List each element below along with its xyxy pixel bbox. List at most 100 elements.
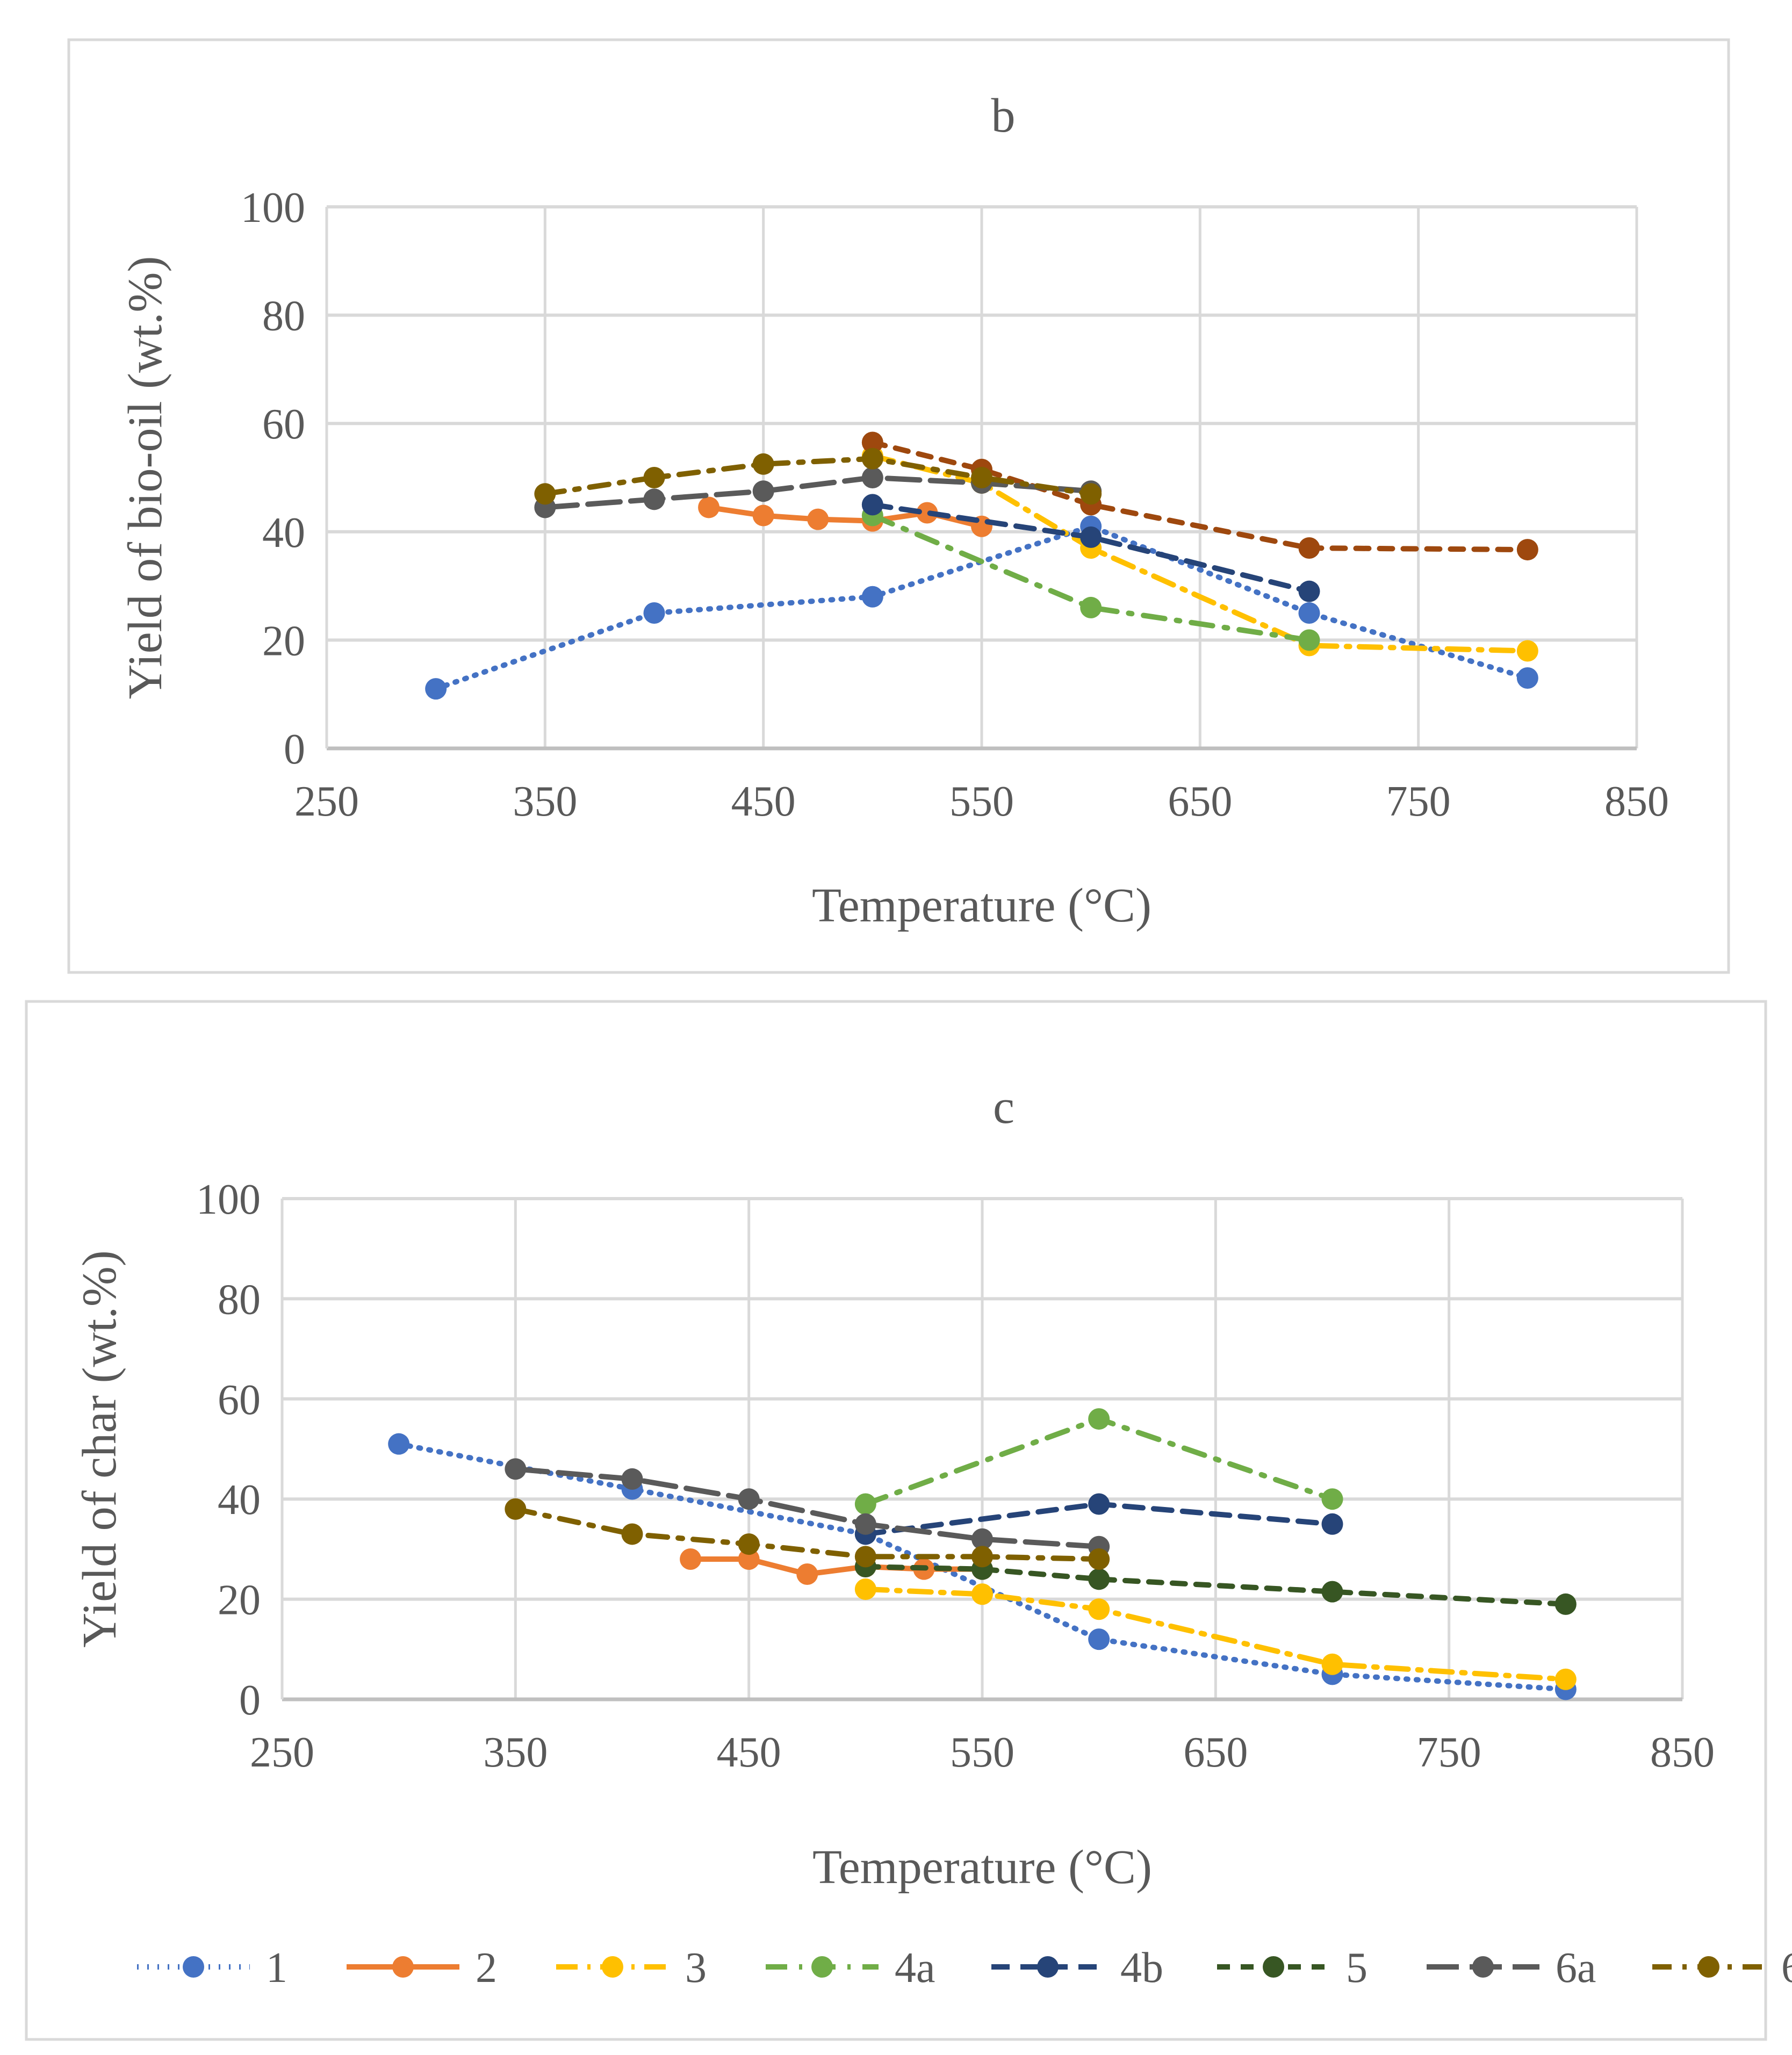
legend-item-6b: 6b [1652, 1944, 1792, 1992]
data-point [738, 1548, 760, 1570]
data-point [752, 480, 774, 502]
legend-label: 3 [685, 1944, 707, 1992]
data-point [738, 1488, 760, 1510]
data-point [1088, 1598, 1110, 1620]
data-point [971, 1583, 993, 1605]
chart-title: b [991, 89, 1016, 142]
legend-item-2: 2 [347, 1944, 497, 1992]
series-line [513, 1506, 1102, 1562]
y-tick-label: 80 [218, 1276, 261, 1323]
data-point [1298, 580, 1320, 602]
data-point [621, 1523, 643, 1545]
chart-b: 250 350 450 550 650 750 850 0 20 40 60 80 100 b Temper… [119, 89, 1669, 932]
legend-marker [811, 1956, 833, 1978]
legend-marker [1037, 1956, 1059, 1978]
data-point [698, 496, 720, 518]
data-point [1554, 1593, 1577, 1615]
legend-marker [183, 1956, 204, 1978]
x-tick-label: 350 [483, 1729, 548, 1776]
legend-marker [1698, 1956, 1719, 1978]
data-point [1554, 1668, 1577, 1690]
data-point [534, 483, 556, 505]
data-point [752, 504, 774, 527]
legend-marker [392, 1956, 414, 1978]
chart-c-frame [25, 1000, 1767, 2041]
data-point [854, 1493, 876, 1515]
y-tick-label: 0 [284, 726, 305, 773]
chart-title: c [993, 1080, 1014, 1134]
x-tick-label: 650 [1168, 778, 1232, 825]
legend-label: 4b [1120, 1944, 1163, 1992]
data-point [1298, 537, 1320, 559]
x-tick-label: 850 [1650, 1729, 1715, 1776]
data-point [643, 488, 665, 510]
series-3 [854, 1578, 1577, 1690]
y-axis-title: Yield of char (wt.%) [73, 1250, 126, 1648]
data-point [861, 586, 883, 608]
legend-item-4b: 4b [991, 1944, 1163, 1992]
series-line [542, 456, 1094, 497]
data-point [621, 1468, 643, 1490]
legend-marker [1263, 1956, 1284, 1978]
legend-marker [602, 1956, 623, 1978]
data-point [807, 508, 829, 530]
data-point [1088, 1628, 1110, 1650]
data-point [854, 1513, 876, 1535]
data-point [1088, 1493, 1110, 1515]
data-point [971, 1528, 993, 1550]
legend-item-1: 1 [137, 1944, 287, 1992]
data-point [643, 467, 665, 488]
data-point [971, 1546, 993, 1568]
data-point [861, 448, 883, 470]
legend-item-5: 5 [1217, 1944, 1368, 1992]
data-point [1088, 1408, 1110, 1430]
data-point [1080, 596, 1102, 618]
x-tick-label: 650 [1183, 1729, 1248, 1776]
x-tick-label: 250 [294, 778, 359, 825]
x-tick-label: 450 [731, 778, 796, 825]
data-point [680, 1548, 702, 1570]
y-tick-label: 20 [262, 617, 305, 665]
y-tick-label: 60 [262, 401, 305, 448]
data-point [1321, 1653, 1343, 1675]
data-point [1088, 1568, 1110, 1590]
data-point [425, 678, 447, 700]
legend-item-3: 3 [556, 1944, 707, 1992]
data-point [861, 431, 883, 453]
x-tick-label: 450 [717, 1729, 781, 1776]
data-point [752, 453, 774, 475]
data-point [861, 494, 883, 516]
data-point [1516, 539, 1538, 561]
legend: 1 2 3 4a 4b 5 6a 6b [137, 1944, 1792, 1992]
x-tick-label: 750 [1386, 778, 1451, 825]
legend-item-6a: 6a [1427, 1944, 1596, 1992]
x-tick-label: 750 [1417, 1729, 1481, 1776]
data-point [738, 1533, 760, 1555]
data-point [1080, 526, 1102, 548]
x-tick-label: 550 [950, 1729, 1014, 1776]
series-6b [505, 1498, 1110, 1570]
series-6a [505, 1458, 1110, 1558]
y-tick-label: 0 [239, 1677, 261, 1724]
data-point [1080, 483, 1102, 505]
data-point [505, 1458, 527, 1480]
data-point [854, 1546, 876, 1568]
x-tick-label: 350 [513, 778, 577, 825]
series-line [513, 1466, 1102, 1549]
data-point [1321, 1581, 1343, 1603]
data-point [916, 502, 938, 524]
legend-label: 2 [476, 1944, 497, 1992]
data-point [1298, 602, 1320, 624]
data-point [971, 467, 992, 488]
y-tick-label: 60 [218, 1376, 261, 1424]
legend-label: 6b [1781, 1944, 1792, 1992]
y-tick-label: 100 [196, 1176, 261, 1223]
x-axis-title: Temperature (°C) [812, 879, 1152, 932]
y-axis-title: Yield of bio-oil (wt.%) [119, 256, 172, 700]
legend-label: 6a [1556, 1944, 1596, 1992]
chart-c: 250 350 450 550 650 750 850 0 20 40 60 80 100 c Temper… [73, 1080, 1715, 1894]
series-line [542, 474, 1094, 510]
data-point [1516, 667, 1538, 689]
x-tick-label: 250 [250, 1729, 314, 1776]
